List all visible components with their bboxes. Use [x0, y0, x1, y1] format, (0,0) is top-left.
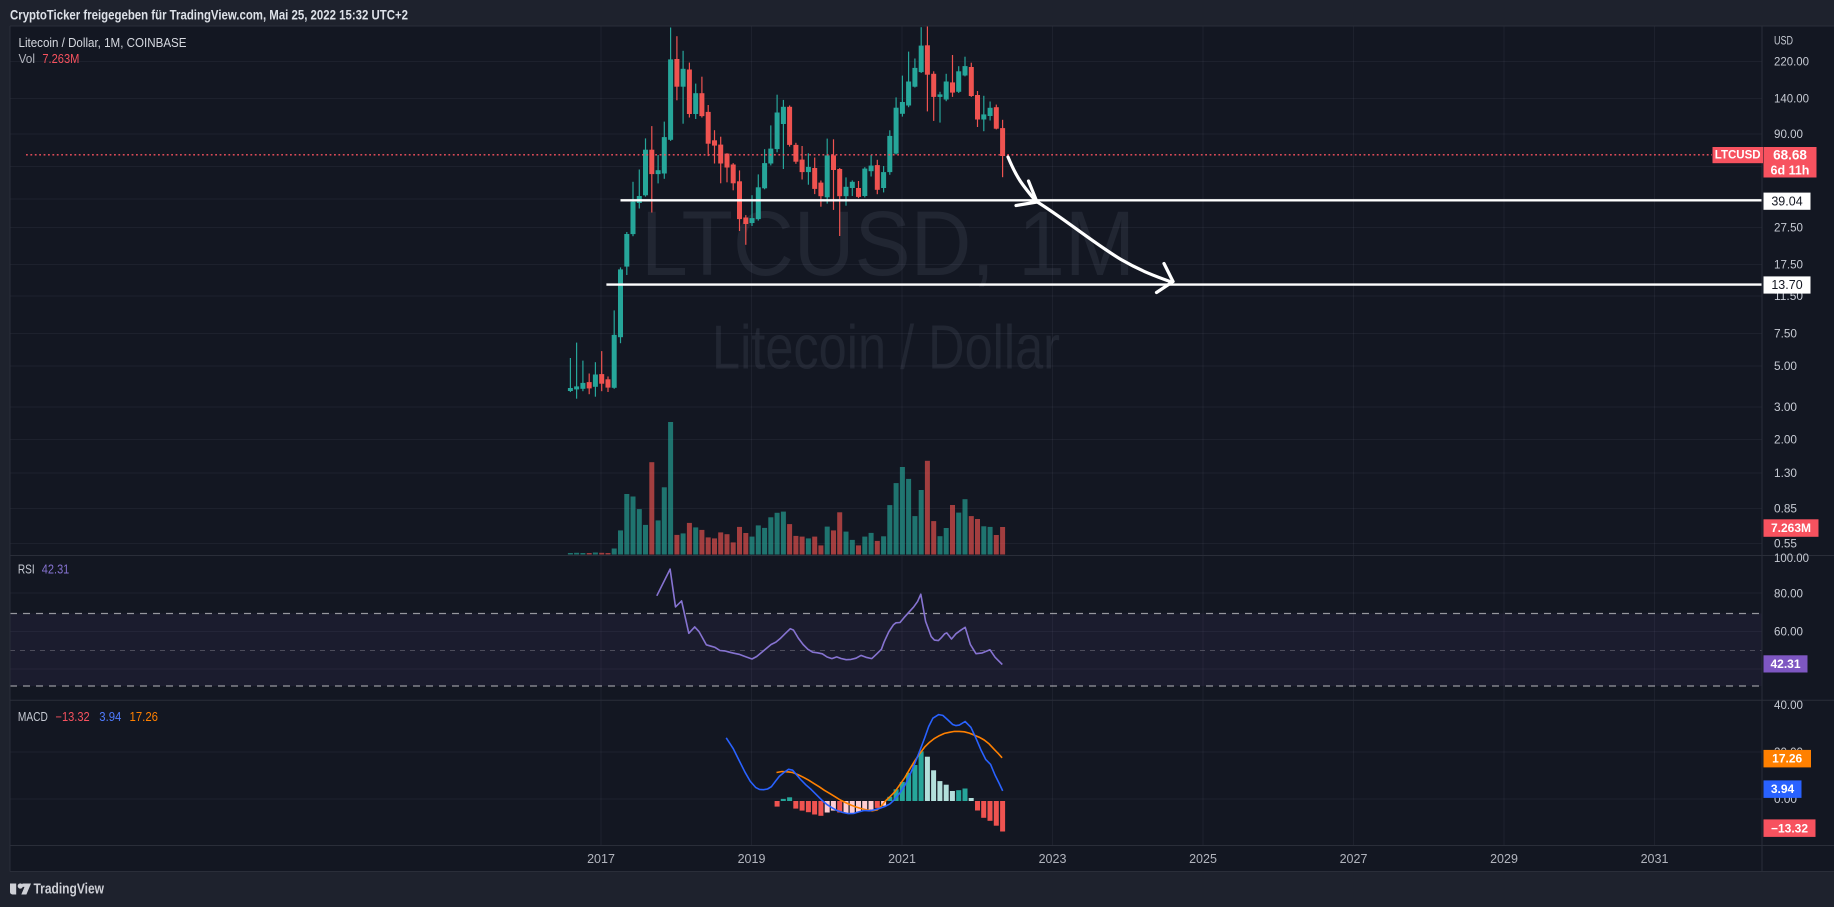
svg-text:2029: 2029	[1490, 852, 1518, 866]
svg-text:7.50: 7.50	[1774, 327, 1797, 341]
svg-text:80.00: 80.00	[1774, 587, 1803, 601]
svg-text:2017: 2017	[587, 852, 615, 866]
svg-text:LTCUSD, 1M: LTCUSD, 1M	[641, 193, 1135, 295]
svg-text:0.85: 0.85	[1774, 502, 1797, 516]
svg-text:2027: 2027	[1340, 852, 1368, 866]
svg-text:LTCUSD: LTCUSD	[1715, 149, 1761, 161]
svg-text:3.94: 3.94	[99, 710, 121, 724]
svg-text:17.26: 17.26	[1772, 752, 1802, 766]
svg-text:2023: 2023	[1039, 852, 1067, 866]
svg-text:−13.32: −13.32	[56, 710, 90, 724]
svg-text:5.00: 5.00	[1774, 359, 1797, 373]
svg-text:7.263M: 7.263M	[42, 51, 79, 66]
svg-text:39.04: 39.04	[1771, 194, 1802, 208]
svg-text:2031: 2031	[1641, 852, 1669, 866]
svg-text:17.50: 17.50	[1774, 258, 1803, 272]
svg-text:17.26: 17.26	[130, 710, 159, 724]
svg-text:TradingView: TradingView	[34, 881, 105, 897]
svg-text:Litecoin / Dollar: Litecoin / Dollar	[712, 314, 1060, 383]
svg-text:MACD: MACD	[18, 710, 48, 724]
svg-text:0.55: 0.55	[1774, 537, 1797, 551]
svg-text:68.68: 68.68	[1773, 148, 1807, 163]
svg-text:Litecoin / Dollar, 1M, COINBAS: Litecoin / Dollar, 1M, COINBASE	[19, 35, 187, 50]
svg-text:RSI: RSI	[18, 563, 35, 577]
svg-text:CryptoTicker freigegeben für T: CryptoTicker freigegeben für TradingView…	[10, 7, 408, 22]
svg-text:42.31: 42.31	[42, 563, 70, 577]
svg-text:−13.32: −13.32	[1771, 821, 1808, 835]
svg-text:3.00: 3.00	[1774, 400, 1797, 414]
svg-text:90.00: 90.00	[1774, 127, 1803, 141]
svg-text:40.00: 40.00	[1774, 698, 1803, 712]
svg-text:Vol: Vol	[19, 51, 36, 66]
svg-text:1.30: 1.30	[1774, 466, 1797, 480]
svg-text:2021: 2021	[888, 852, 916, 866]
svg-text:2025: 2025	[1189, 852, 1217, 866]
svg-text:42.31: 42.31	[1770, 657, 1800, 671]
svg-text:2.00: 2.00	[1774, 433, 1797, 447]
svg-text:100.00: 100.00	[1774, 551, 1809, 565]
svg-text:7.263M: 7.263M	[1771, 521, 1811, 535]
svg-text:60.00: 60.00	[1774, 625, 1803, 639]
svg-text:2019: 2019	[738, 852, 766, 866]
svg-text:140.00: 140.00	[1774, 92, 1809, 106]
svg-text:6d 11h: 6d 11h	[1771, 163, 1810, 177]
svg-text:3.94: 3.94	[1771, 782, 1795, 796]
svg-text:13.70: 13.70	[1771, 278, 1802, 292]
svg-text:220.00: 220.00	[1774, 55, 1809, 69]
svg-text:27.50: 27.50	[1774, 221, 1803, 235]
svg-text:USD: USD	[1774, 34, 1793, 48]
